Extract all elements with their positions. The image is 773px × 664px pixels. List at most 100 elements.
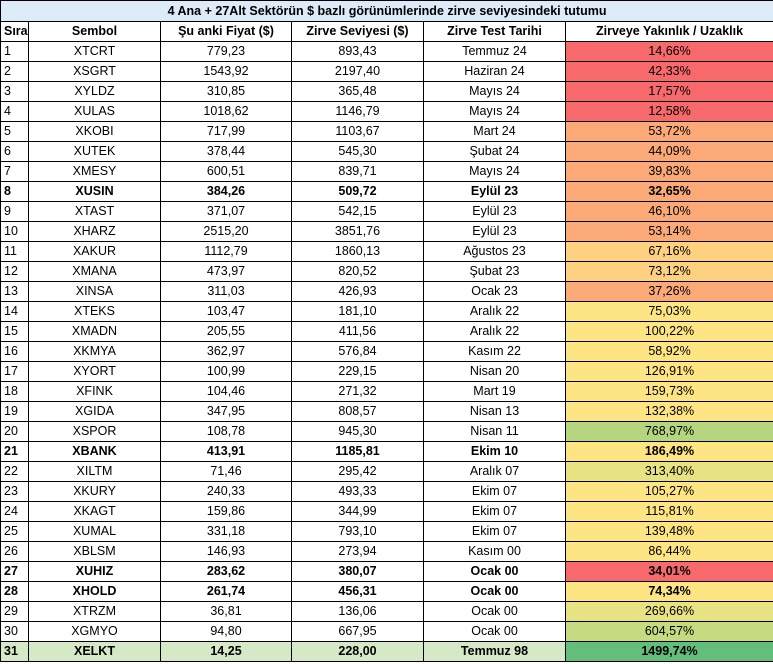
cell-current-price: 240,33 (160, 481, 292, 502)
cell-symbol: XKAGT (28, 501, 161, 522)
cell-peak-level: 509,72 (291, 181, 424, 202)
cell-peak-level: 576,84 (291, 341, 424, 362)
cell-rank: 17 (0, 361, 29, 382)
cell-symbol: XKURY (28, 481, 161, 502)
table-row: 20 XSPOR 108,78 945,30 Nisan 11 768,97% (0, 421, 773, 442)
cell-symbol: XKMYA (28, 341, 161, 362)
cell-symbol: XUHIZ (28, 561, 161, 582)
cell-peak-test-date: Ocak 00 (423, 561, 566, 582)
cell-distance-to-peak: 12,58% (564, 101, 773, 122)
cell-distance-to-peak: 313,40% (564, 461, 773, 482)
cell-distance-to-peak: 269,66% (564, 601, 773, 622)
cell-rank: 21 (0, 441, 29, 462)
cell-symbol: XTRZM (28, 601, 161, 622)
cell-rank: 3 (0, 81, 29, 102)
table-row: 9 XTAST 371,07 542,15 Eylül 23 46,10% (0, 201, 773, 222)
table-row: 29 XTRZM 36,81 136,06 Ocak 00 269,66% (0, 601, 773, 622)
cell-symbol: XAKUR (28, 241, 161, 262)
cell-symbol: XSPOR (28, 421, 161, 442)
cell-distance-to-peak: 34,01% (564, 561, 773, 582)
cell-current-price: 108,78 (160, 421, 292, 442)
cell-peak-level: 1146,79 (291, 101, 424, 122)
table-row: 6 XUTEK 378,44 545,30 Şubat 24 44,09% (0, 141, 773, 162)
cell-rank: 9 (0, 201, 29, 222)
cell-peak-level: 839,71 (291, 161, 424, 182)
table-row: 14 XTEKS 103,47 181,10 Aralık 22 75,03% (0, 301, 773, 322)
cell-current-price: 473,97 (160, 261, 292, 282)
header-row: Sıra Sembol Şu anki Fiyat ($) Zirve Sevi… (0, 21, 773, 42)
cell-rank: 13 (0, 281, 29, 302)
cell-peak-test-date: Mayıs 24 (423, 161, 566, 182)
cell-peak-test-date: Ekim 07 (423, 521, 566, 542)
table-row: 3 XYLDZ 310,85 365,48 Mayıs 24 17,57% (0, 81, 773, 102)
cell-rank: 4 (0, 101, 29, 122)
cell-peak-test-date: Haziran 24 (423, 61, 566, 82)
cell-peak-level: 380,07 (291, 561, 424, 582)
cell-rank: 24 (0, 501, 29, 522)
cell-symbol: XYORT (28, 361, 161, 382)
cell-rank: 11 (0, 241, 29, 262)
table-row: 30 XGMYO 94,80 667,95 Ocak 00 604,57% (0, 621, 773, 642)
cell-rank: 2 (0, 61, 29, 82)
cell-current-price: 371,07 (160, 201, 292, 222)
cell-peak-level: 1103,67 (291, 121, 424, 142)
cell-rank: 27 (0, 561, 29, 582)
cell-peak-test-date: Eylül 23 (423, 201, 566, 222)
cell-peak-test-date: Nisan 20 (423, 361, 566, 382)
cell-rank: 14 (0, 301, 29, 322)
cell-symbol: XTEKS (28, 301, 161, 322)
cell-current-price: 205,55 (160, 321, 292, 342)
cell-peak-level: 945,30 (291, 421, 424, 442)
cell-peak-level: 271,32 (291, 381, 424, 402)
cell-symbol: XINSA (28, 281, 161, 302)
cell-rank: 12 (0, 261, 29, 282)
cell-symbol: XYLDZ (28, 81, 161, 102)
cell-symbol: XSGRT (28, 61, 161, 82)
cell-peak-test-date: Mart 24 (423, 121, 566, 142)
cell-peak-test-date: Temmuz 98 (423, 641, 566, 662)
cell-current-price: 378,44 (160, 141, 292, 162)
cell-peak-test-date: Ekim 10 (423, 441, 566, 462)
cell-distance-to-peak: 53,14% (564, 221, 773, 242)
cell-peak-test-date: Aralık 22 (423, 321, 566, 342)
table-row: 4 XULAS 1018,62 1146,79 Mayıs 24 12,58% (0, 101, 773, 122)
cell-symbol: XKOBI (28, 121, 161, 142)
cell-rank: 5 (0, 121, 29, 142)
cell-distance-to-peak: 604,57% (564, 621, 773, 642)
cell-distance-to-peak: 17,57% (564, 81, 773, 102)
cell-current-price: 104,46 (160, 381, 292, 402)
cell-current-price: 310,85 (160, 81, 292, 102)
cell-symbol: XTAST (28, 201, 161, 222)
table-row: 10 XHARZ 2515,20 3851,76 Eylül 23 53,14% (0, 221, 773, 242)
cell-rank: 26 (0, 541, 29, 562)
cell-symbol: XTCRT (28, 41, 161, 62)
cell-current-price: 159,86 (160, 501, 292, 522)
cell-rank: 31 (0, 641, 29, 662)
cell-rank: 28 (0, 581, 29, 602)
cell-distance-to-peak: 42,33% (564, 61, 773, 82)
header-current-price: Şu anki Fiyat ($) (160, 21, 292, 42)
cell-distance-to-peak: 132,38% (564, 401, 773, 422)
cell-symbol: XBANK (28, 441, 161, 462)
cell-rank: 23 (0, 481, 29, 502)
table-row: 28 XHOLD 261,74 456,31 Ocak 00 74,34% (0, 581, 773, 602)
cell-symbol: XILTM (28, 461, 161, 482)
table-row: 11 XAKUR 1112,79 1860,13 Ağustos 23 67,16% (0, 241, 773, 262)
cell-current-price: 362,97 (160, 341, 292, 362)
cell-distance-to-peak: 115,81% (564, 501, 773, 522)
cell-peak-test-date: Eylül 23 (423, 181, 566, 202)
cell-peak-test-date: Mayıs 24 (423, 101, 566, 122)
cell-rank: 1 (0, 41, 29, 62)
table-row: 7 XMESY 600,51 839,71 Mayıs 24 39,83% (0, 161, 773, 182)
table-row: 2 XSGRT 1543,92 2197,40 Haziran 24 42,33% (0, 61, 773, 82)
cell-distance-to-peak: 75,03% (564, 301, 773, 322)
cell-distance-to-peak: 186,49% (564, 441, 773, 462)
cell-peak-test-date: Ocak 00 (423, 621, 566, 642)
table-row: 18 XFINK 104,46 271,32 Mart 19 159,73% (0, 381, 773, 402)
cell-distance-to-peak: 1499,74% (564, 641, 773, 662)
table-row: 12 XMANA 473,97 820,52 Şubat 23 73,12% (0, 261, 773, 282)
cell-rank: 30 (0, 621, 29, 642)
cell-peak-level: 229,15 (291, 361, 424, 382)
cell-distance-to-peak: 86,44% (564, 541, 773, 562)
cell-peak-test-date: Mayıs 24 (423, 81, 566, 102)
